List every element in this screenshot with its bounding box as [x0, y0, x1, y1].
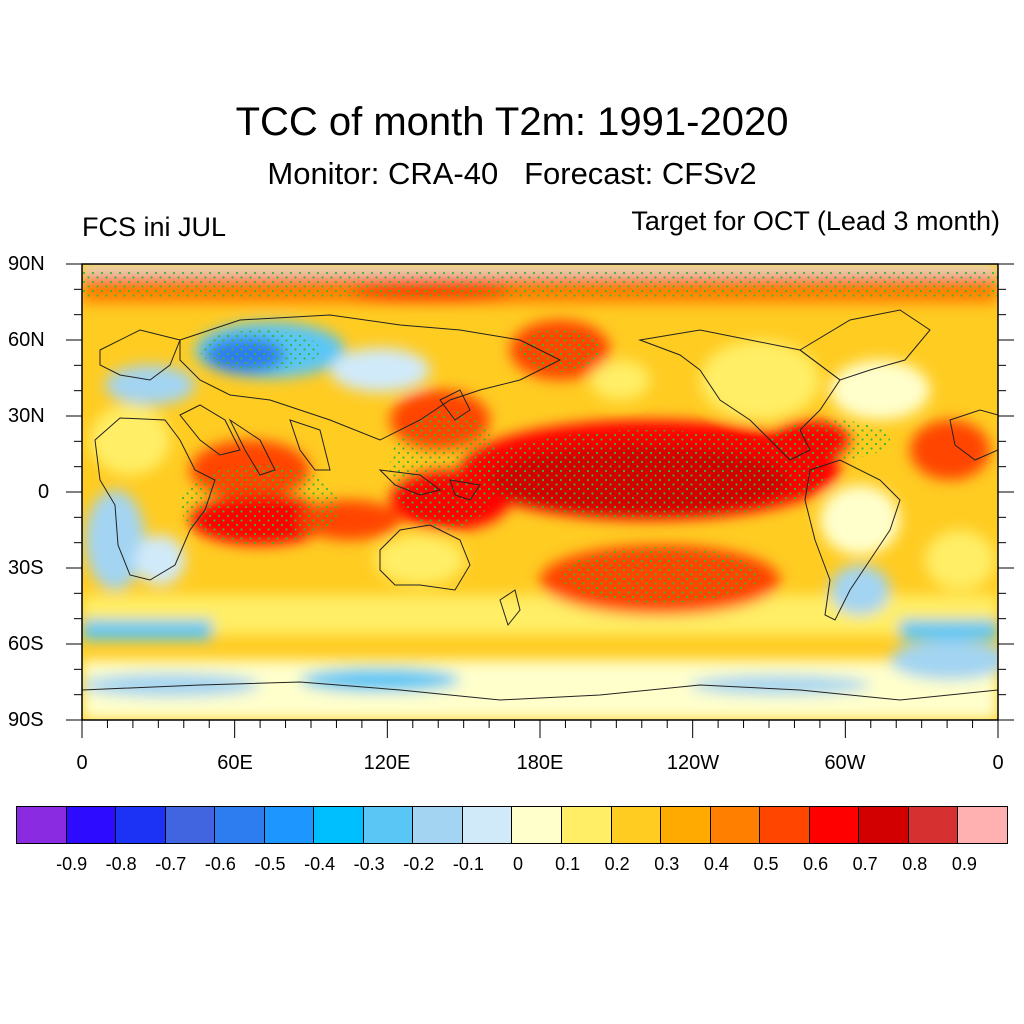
- colorbar-box: [116, 807, 166, 843]
- colorbar-box: [363, 807, 414, 843]
- colorbar-box: [215, 807, 265, 843]
- colorbar-tick-label: 0.2: [604, 854, 630, 874]
- colorbar-tick-label: -0.9: [56, 854, 88, 874]
- lat-label-30n: 30N: [8, 405, 45, 427]
- colorbar-tick-label: -0.5: [254, 854, 286, 874]
- colorbar-tick-label: -0.3: [353, 854, 385, 874]
- colorbar-tick-label: -0.7: [155, 854, 187, 874]
- lon-label-0-end: 0: [992, 752, 1004, 774]
- colorbar-box: [908, 807, 959, 843]
- significance-stippling: [82, 272, 998, 603]
- colorbar-tick-label: 0.5: [753, 854, 779, 874]
- chart-subtitle: Monitor: CRA-40 Forecast: CFSv2: [267, 156, 757, 191]
- colorbar-tick-label: -0.4: [304, 854, 336, 874]
- lon-label-120e: 120E: [363, 752, 411, 774]
- colorbar-tick-label: 0.1: [555, 854, 581, 874]
- map-field: [82, 264, 998, 720]
- colorbar-box: [958, 807, 1007, 843]
- chart-title: TCC of month T2m: 1991-2020: [235, 100, 789, 144]
- lon-label-0: 0: [76, 752, 88, 774]
- coastlines: [82, 309, 998, 701]
- lat-label-eq: 0: [38, 481, 50, 503]
- colorbar: [16, 806, 1008, 844]
- target-month-label: Target for OCT (Lead 3 month): [631, 206, 1000, 236]
- colorbar-box: [661, 807, 711, 843]
- colorbar-box: [314, 807, 364, 843]
- colorbar-box: [165, 807, 216, 843]
- colorbar-tick-label: 0.3: [654, 854, 680, 874]
- colorbar-box: [611, 807, 662, 843]
- colorbar-box: [562, 807, 612, 843]
- colorbar-tick-label: 0.9: [951, 854, 977, 874]
- colorbar-tick-label: -0.2: [403, 854, 435, 874]
- colorbar-tick-label: -0.6: [204, 854, 236, 874]
- lat-label-90s: 90S: [8, 709, 44, 731]
- colorbar-box: [512, 807, 563, 843]
- colorbar-tick-label: 0.6: [803, 854, 829, 874]
- lon-label-180e: 180E: [516, 752, 564, 774]
- lon-label-120w: 120W: [666, 752, 720, 774]
- lat-label-30s: 30S: [8, 557, 44, 579]
- axis-ticks: [66, 263, 1014, 738]
- colorbar-box: [809, 807, 860, 843]
- lat-label-60s: 60S: [8, 633, 44, 655]
- colorbar-tick-label: 0.8: [902, 854, 928, 874]
- colorbar-box: [413, 807, 463, 843]
- colorbar-tick-label: -0.8: [105, 854, 137, 874]
- initial-month-label: FCS ini JUL: [82, 212, 227, 242]
- colorbar-tick-label: 0.7: [852, 854, 878, 874]
- lon-label-60w: 60W: [824, 752, 866, 774]
- colorbar-box: [760, 807, 810, 843]
- colorbar-box: [859, 807, 909, 843]
- colorbar-box: [17, 807, 67, 843]
- colorbar-tick-label: 0.4: [703, 854, 729, 874]
- colorbar-box: [66, 807, 117, 843]
- colorbar-tick-label: 0: [512, 854, 524, 874]
- lat-label-60n: 60N: [8, 329, 45, 351]
- colorbar-tick-label: -0.1: [452, 854, 484, 874]
- colorbar-box: [462, 807, 513, 843]
- lat-label-90n: 90N: [8, 253, 45, 275]
- colorbar-box: [710, 807, 761, 843]
- colorbar-box: [264, 807, 315, 843]
- lon-label-60e: 60E: [217, 752, 253, 774]
